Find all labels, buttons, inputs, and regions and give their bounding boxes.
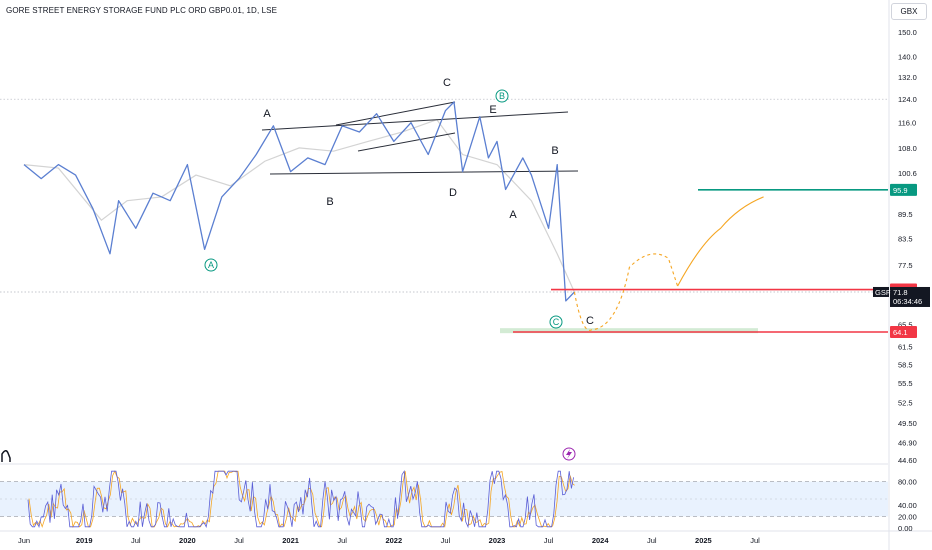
tag-level-95: 95.9 [890,183,917,196]
time-tick-label: 2022 [385,536,402,545]
price-tick-label: 89.5 [898,210,913,219]
time-tick-label: Jul [750,536,760,545]
time-tick-label: Jul [131,536,141,545]
current-price-bg [890,286,930,307]
wave-label: B [551,145,558,157]
circled-label-text: B [499,91,505,101]
wave-label: B [326,196,333,208]
lightning-glyph [566,449,572,459]
wave-label: A [509,209,517,221]
stochastic-band [0,481,888,517]
price-tick-label: 61.5 [898,343,913,352]
trend-line[interactable] [357,132,456,152]
circled-label-text: A [208,260,214,270]
wave-path-line [23,101,575,302]
current-price-tag: 71.806:34:46 [890,286,930,307]
stochastic-level-label: 80.00 [898,478,917,487]
circled-wave-label: A [204,258,218,272]
stochastic-level-label: 20.00 [898,512,917,521]
circled-label-ring [495,89,509,103]
price-tick-label: 83.5 [898,235,913,244]
price-tick-label: 77.5 [898,261,913,270]
circled-wave-label: C [549,315,563,329]
price-history-line [23,118,575,293]
bar-countdown: 06:34:46 [893,297,922,306]
chart-title: GORE STREET ENERGY STORAGE FUND PLC ORD … [6,6,278,15]
time-axis[interactable]: Jun 2019 Jul 2020 Jul 2021 Jul 2022 Jul 2023 Jul 20… [18,536,760,545]
stochastic-level-label: 0.00 [898,524,913,533]
trend-line[interactable] [261,111,569,131]
symbol-tag-bg [873,286,889,297]
price-tick-label: 44.60 [898,456,917,465]
tag-level-64-text: 64.1 [893,328,908,337]
wave-label: A [263,108,271,120]
trend-line[interactable] [335,101,456,126]
price-tick-label: 55.5 [898,379,913,388]
time-tick-label: 2020 [179,536,196,545]
support-zone [500,328,758,334]
time-tick-label: 2021 [282,536,299,545]
tag-level-64: 64.1 [890,326,917,339]
currency-selector[interactable]: GBX [891,3,927,20]
wave-label: C [443,77,451,89]
trend-line[interactable] [269,170,579,175]
price-tick-label: 52.5 [898,398,913,407]
logo-icon [1,450,11,462]
wave-label: E [489,104,496,116]
circled-label-ring [549,315,563,329]
price-tick-label: 140.0 [898,52,917,61]
price-tick-label: 150.0 [898,28,917,37]
circled-wave-label: B [495,89,509,103]
price-tick-label: 65.5 [898,320,913,329]
price-tick-label: 124.0 [898,95,917,104]
time-tick-label: 2024 [592,536,610,545]
time-tick-label: Jul [647,536,657,545]
price-tick-label: 100.6 [898,169,917,178]
current-price-value: 71.8 [893,288,908,297]
symbol-tag-text: GSF [875,288,891,297]
price-tick-label: 132.0 [898,73,917,82]
time-tick-label: 2025 [695,536,712,545]
tag-level-95-bg [890,183,917,196]
tag-level-95-text: 95.9 [893,186,908,195]
wave-label: C [586,315,594,327]
time-tick-label: 2019 [76,536,93,545]
symbol-tag: GSF [873,286,891,297]
stochastic-level-label: 40.00 [898,501,917,510]
time-tick-label: Jul [234,536,244,545]
time-tick-label: Jul [544,536,554,545]
circled-label-ring [204,258,218,272]
price-tick-label: 46.90 [898,438,917,447]
price-tick-label: 49.50 [898,419,917,428]
tag-level-64-bg [890,326,917,339]
time-tick-label: Jul [337,536,347,545]
price-tick-label: 108.0 [898,144,917,153]
price-tick-label: 58.5 [898,360,913,369]
lightning-badge-icon[interactable] [562,447,576,461]
projection-solid-path [677,196,764,287]
price-axis[interactable]: 150.0 140.0 132.0 124.0 116.0 108.0 100.6 89.5 8… [898,28,917,465]
circled-label-text: C [553,317,560,327]
time-tick-label: Jun [18,536,30,545]
time-tick-label: 2023 [489,536,506,545]
time-tick-label: Jul [441,536,451,545]
stochastic-k-line [27,469,574,529]
price-tick-label: 116.0 [898,119,916,128]
wave-label: D [449,187,457,199]
